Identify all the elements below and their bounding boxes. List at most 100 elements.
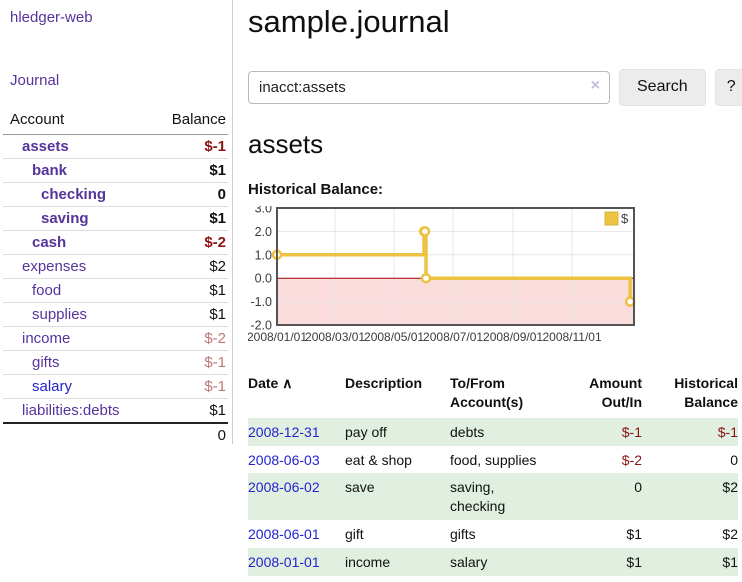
account-row: checking 0 bbox=[3, 182, 228, 207]
account-balance: $1 bbox=[209, 162, 226, 179]
transaction-amount: 0 bbox=[634, 479, 642, 496]
svg-text:-2.0: -2.0 bbox=[250, 318, 272, 332]
transaction-accounts: saving, checking bbox=[450, 479, 506, 515]
register-header-amount: Amount Out/In bbox=[589, 374, 642, 410]
transaction-description: gift bbox=[345, 526, 364, 543]
account-link[interactable]: gifts bbox=[32, 354, 60, 371]
accounts-header-balance: Balance bbox=[149, 108, 228, 135]
account-link[interactable]: liabilities:debts bbox=[22, 402, 120, 419]
account-row: salary $-1 bbox=[3, 374, 228, 399]
account-link[interactable]: saving bbox=[41, 210, 89, 227]
search-input[interactable] bbox=[248, 70, 610, 104]
transaction-balance: $-1 bbox=[717, 423, 738, 440]
transaction-date-link[interactable]: 2008-01-01 bbox=[248, 554, 320, 571]
account-link[interactable]: cash bbox=[32, 234, 67, 251]
account-row: income $-2 bbox=[3, 326, 228, 351]
account-link[interactable]: food bbox=[32, 282, 62, 299]
account-balance: $-1 bbox=[204, 354, 226, 371]
account-link[interactable]: income bbox=[22, 330, 71, 347]
brand-link[interactable]: hledger-web bbox=[10, 9, 93, 26]
account-link[interactable]: expenses bbox=[22, 258, 87, 275]
account-row: cash $-2 bbox=[3, 230, 228, 255]
transaction-accounts: salary bbox=[450, 554, 488, 571]
svg-text:0.0: 0.0 bbox=[255, 271, 272, 285]
register-header-balance: Historical Balance bbox=[674, 374, 738, 410]
transaction-row: 2008-12-31 pay off debts $-1 $-1 bbox=[248, 417, 738, 446]
accounts-table-body: assets $-1 bank $1 checking 0 saving $1 cash $-2 e… bbox=[3, 135, 228, 423]
transaction-date-link[interactable]: 2008-06-01 bbox=[248, 526, 320, 543]
svg-text:2008/01/01: 2008/01/01 bbox=[248, 330, 307, 344]
svg-text:2.0: 2.0 bbox=[255, 225, 272, 239]
account-link[interactable]: salary bbox=[32, 378, 73, 395]
transaction-description: pay off bbox=[345, 423, 387, 440]
accounts-table-header: Account Balance bbox=[3, 108, 228, 135]
account-balance: $1 bbox=[209, 210, 226, 227]
account-balance: $1 bbox=[209, 402, 226, 419]
account-balance: $2 bbox=[209, 258, 226, 275]
svg-text:$: $ bbox=[621, 211, 629, 226]
transaction-row: 2008-06-01 gift gifts $1 $2 bbox=[248, 520, 738, 548]
account-balance: $-2 bbox=[204, 234, 226, 251]
register-table-header: Date ∧ Description To/From Account(s) Am… bbox=[248, 372, 738, 418]
transaction-amount: $1 bbox=[626, 554, 642, 571]
account-link[interactable]: assets bbox=[22, 138, 69, 155]
chart-section-label: Historical Balance: bbox=[248, 180, 384, 198]
chart-svg: 3.0 2.0 1.0 0.0 -1.0 -2.02008/01/012008/03/01… bbox=[247, 201, 636, 344]
svg-text:2008/03/01: 2008/03/01 bbox=[305, 330, 365, 344]
transaction-description: income bbox=[345, 554, 391, 571]
sort-asc-icon: ∧ bbox=[282, 374, 293, 391]
search-bar: × Search ? bbox=[248, 68, 742, 106]
svg-text:1.0: 1.0 bbox=[255, 248, 272, 262]
transaction-date-link[interactable]: 2008-12-31 bbox=[248, 423, 320, 440]
svg-text:2008/07/01: 2008/07/01 bbox=[423, 330, 483, 344]
clear-search-icon[interactable]: × bbox=[590, 76, 600, 94]
svg-text:2008/05/01: 2008/05/01 bbox=[364, 330, 424, 344]
transaction-accounts: gifts bbox=[450, 526, 476, 543]
register-header-date[interactable]: Date ∧ bbox=[248, 374, 293, 391]
register-table-body: 2008-12-31 pay off debts $-1 $-1 2008-06-03 ea… bbox=[248, 417, 738, 577]
svg-text:2008/09/01: 2008/09/01 bbox=[483, 330, 543, 344]
svg-text:-1.0: -1.0 bbox=[250, 295, 272, 309]
account-link[interactable]: checking bbox=[41, 186, 107, 203]
account-title: assets bbox=[248, 128, 324, 159]
transaction-balance: 0 bbox=[730, 451, 738, 468]
help-button[interactable]: ? bbox=[714, 68, 742, 106]
sidebar: hledger-web Journal Account Balance asse… bbox=[0, 0, 233, 444]
account-balance: $-2 bbox=[204, 330, 226, 347]
sidebar-item-journal[interactable]: Journal bbox=[10, 72, 60, 89]
transaction-row: 2008-01-01 income salary $1 $1 bbox=[248, 548, 738, 577]
transaction-amount: $-2 bbox=[621, 451, 642, 468]
transaction-accounts: food, supplies bbox=[450, 451, 537, 468]
accounts-header-account: Account bbox=[3, 108, 150, 135]
account-row: food $1 bbox=[3, 278, 228, 303]
transaction-description: save bbox=[345, 479, 375, 496]
transaction-description: eat & shop bbox=[345, 451, 412, 468]
accounts-total-value: 0 bbox=[217, 427, 226, 444]
main-content: sample.journal × Search ? assets Histori… bbox=[247, 0, 742, 577]
svg-text:2008/11/01: 2008/11/01 bbox=[542, 330, 601, 344]
svg-text:3.0: 3.0 bbox=[255, 206, 272, 216]
page-title: sample.journal bbox=[248, 4, 450, 39]
register-header-accounts: To/From Account(s) bbox=[450, 374, 524, 410]
transaction-date-link[interactable]: 2008-06-02 bbox=[248, 479, 320, 496]
transaction-amount: $1 bbox=[626, 526, 642, 543]
account-balance: $1 bbox=[209, 306, 226, 323]
transaction-balance: $2 bbox=[722, 526, 738, 543]
account-link[interactable]: bank bbox=[32, 162, 68, 179]
account-row: saving $1 bbox=[3, 206, 228, 231]
account-row: bank $1 bbox=[3, 158, 228, 183]
register-header-description: Description bbox=[345, 374, 423, 391]
accounts-table: Account Balance assets $-1 bank $1 checking 0… bbox=[3, 108, 228, 447]
account-row: supplies $1 bbox=[3, 302, 228, 327]
account-row: gifts $-1 bbox=[3, 350, 228, 375]
account-balance: $1 bbox=[209, 282, 226, 299]
account-link[interactable]: supplies bbox=[32, 306, 88, 323]
account-row: liabilities:debts $1 bbox=[3, 398, 228, 423]
transaction-balance: $2 bbox=[722, 479, 738, 496]
account-row: expenses $2 bbox=[3, 254, 228, 279]
transaction-date-link[interactable]: 2008-06-03 bbox=[248, 451, 320, 468]
transaction-row: 2008-06-03 eat & shop food, supplies $-2 0 bbox=[248, 446, 738, 474]
accounts-total-row: 0 bbox=[3, 423, 228, 447]
search-button[interactable]: Search bbox=[619, 68, 706, 106]
account-balance: $-1 bbox=[204, 138, 226, 155]
